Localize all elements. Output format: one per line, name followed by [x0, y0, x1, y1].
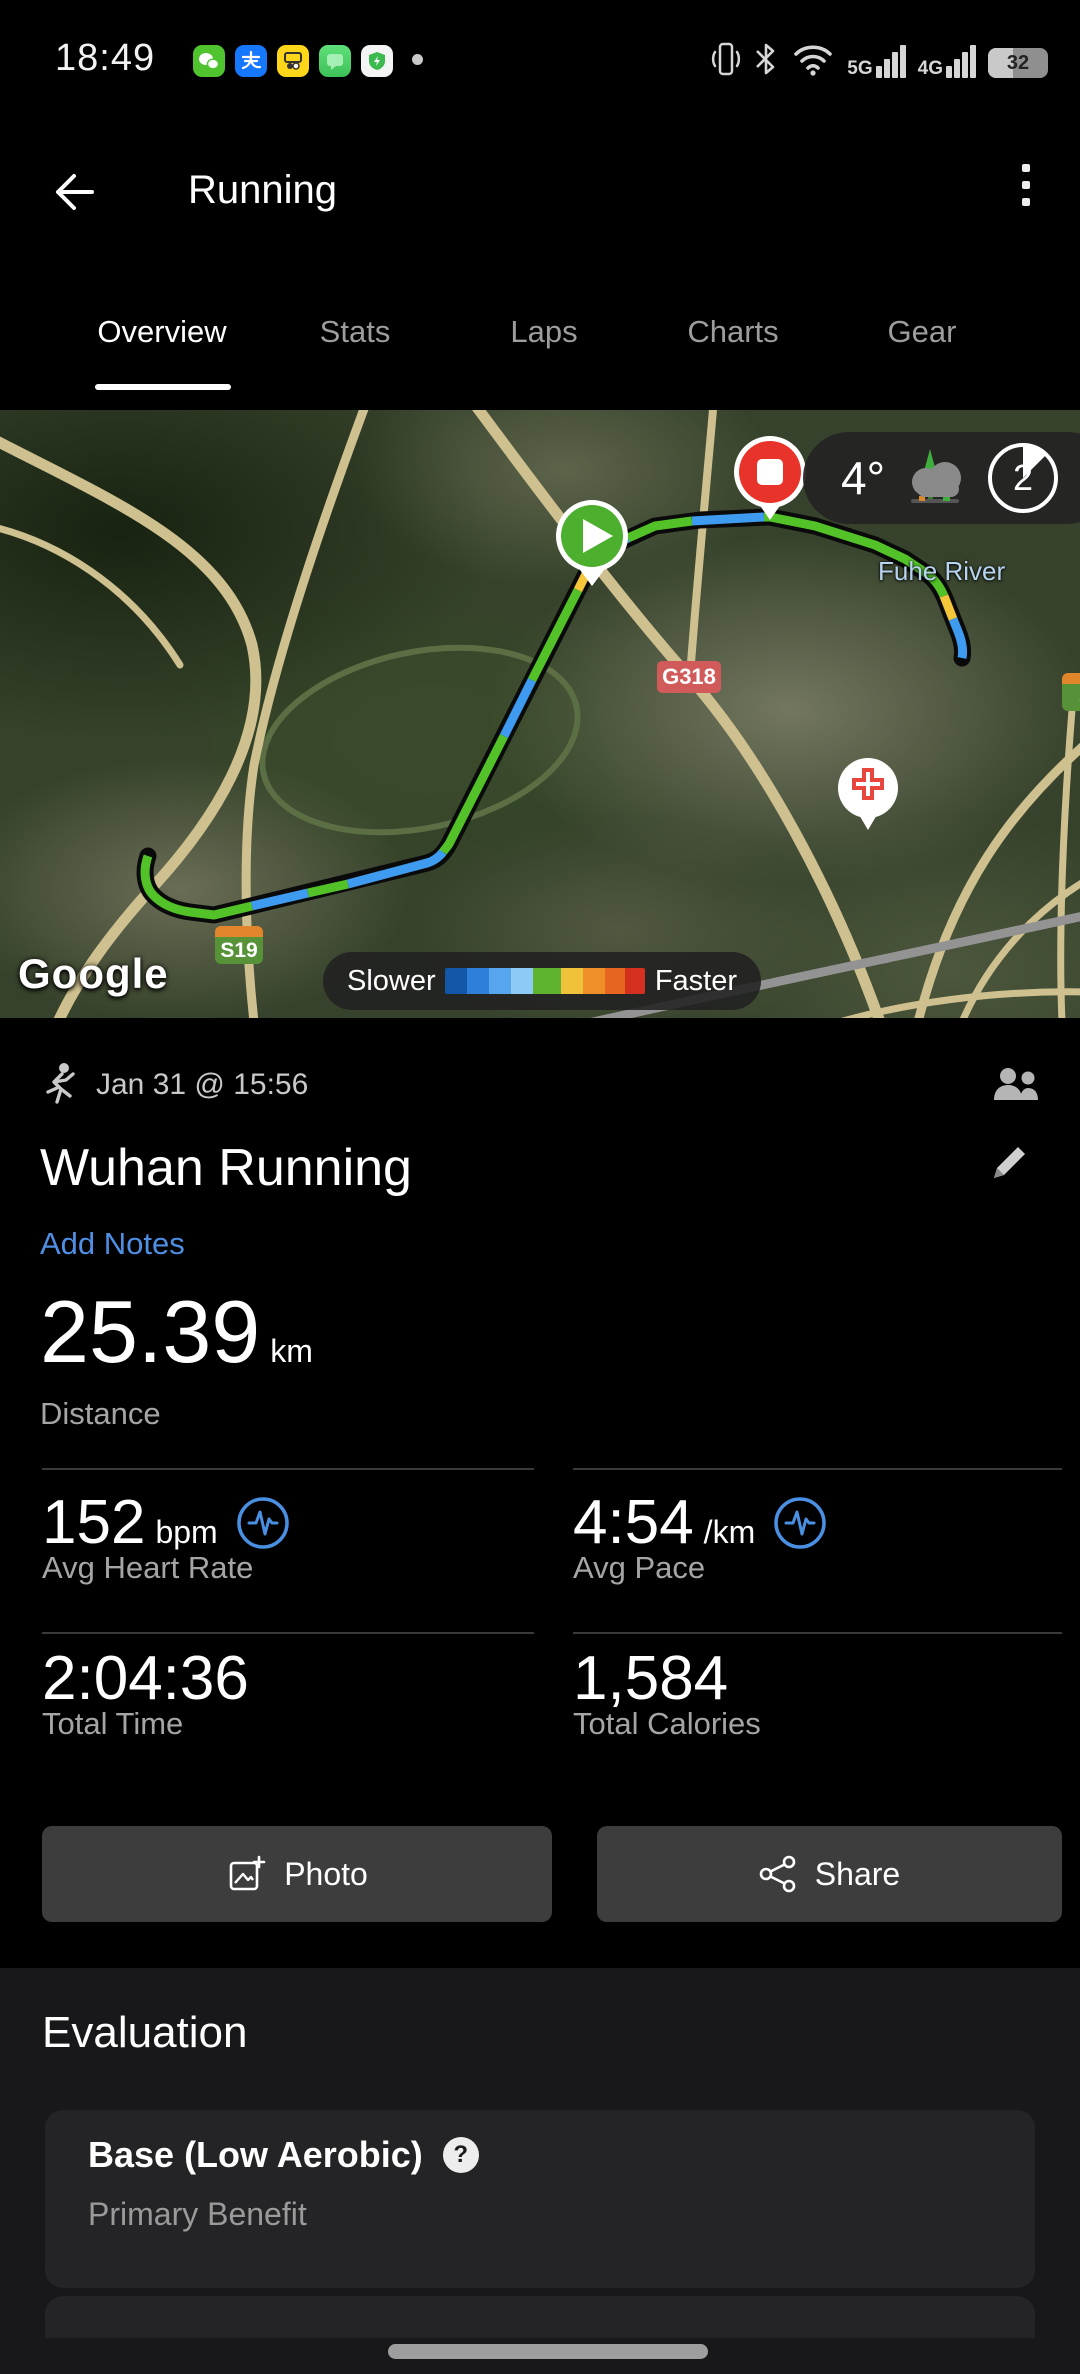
pace-legend: Slower Faster: [323, 952, 761, 1010]
notification-dot: [412, 54, 423, 65]
s19-road-badge: S19: [215, 926, 263, 964]
stop-marker-icon: [734, 436, 806, 520]
next-card-partial[interactable]: [45, 2296, 1035, 2338]
calories-value: 1,584: [573, 1644, 729, 1713]
divider: [573, 1468, 1062, 1470]
network-5g-label: 5G: [847, 58, 873, 79]
tab-gear[interactable]: Gear: [887, 314, 957, 349]
vibrate-icon: [712, 42, 741, 76]
security-app-notification-icon: [361, 45, 393, 77]
evaluation-card[interactable]: [45, 2110, 1035, 2288]
count-badge-value: 2: [1012, 457, 1033, 498]
g318-road-badge: G318: [657, 661, 721, 693]
alipay-notification-icon: [235, 45, 267, 77]
evaluation-heading: Evaluation: [42, 2008, 248, 2057]
hospital-marker-icon: [838, 758, 898, 830]
overflow-menu-button[interactable]: [1022, 164, 1030, 206]
photo-button-label: Photo: [284, 1855, 368, 1892]
route-map[interactable]: 4° 2 Fuhe River G318 S19 S Google Slow: [0, 410, 1080, 1018]
cloudy-weather-icon: [910, 449, 961, 503]
network-4g-label: 4G: [917, 58, 943, 79]
activity-datetime: Jan 31 @ 15:56: [96, 1068, 309, 1101]
tab-overview[interactable]: Overview: [97, 314, 227, 349]
river-label: Fuhe River: [878, 556, 1006, 586]
messages-notification-icon: [319, 45, 351, 77]
pace-unit: /km: [703, 1514, 756, 1550]
share-button[interactable]: Share: [597, 1826, 1062, 1922]
edit-pencil-icon[interactable]: [986, 1140, 1032, 1186]
pace-chart-icon[interactable]: [773, 1496, 827, 1550]
battery-fill: [988, 48, 1014, 78]
total-time-metric: 2:04:36: [42, 1648, 249, 1710]
total-time-value: 2:04:36: [42, 1644, 249, 1713]
wechat-notification-icon: [193, 45, 225, 77]
distance-metric: 25.39 km: [40, 1288, 313, 1376]
legend-faster-label: Faster: [654, 964, 737, 997]
status-bar: 18:49 5G 4G 32: [0, 0, 1080, 100]
distance-label: Distance: [40, 1396, 161, 1431]
activity-title: Wuhan Running: [40, 1139, 412, 1197]
battery-icon: 32: [988, 48, 1048, 78]
total-time-label: Total Time: [42, 1706, 184, 1741]
tab-stats[interactable]: Stats: [319, 314, 391, 349]
partial-road-badge: S: [1062, 673, 1080, 711]
page-title: Running: [188, 168, 338, 212]
partial-road-label: S: [1062, 684, 1080, 711]
weather-temperature: 4°: [841, 452, 885, 504]
privacy-connections-icon[interactable]: [992, 1064, 1040, 1106]
tab-charts[interactable]: Charts: [687, 314, 779, 349]
pace-metric: 4:54 /km: [573, 1492, 827, 1554]
help-icon[interactable]: ?: [442, 2137, 479, 2173]
google-attribution: Google: [18, 950, 169, 997]
laps-count-badge[interactable]: 2: [985, 440, 1061, 516]
training-effect-title: Base (Low Aerobic): [88, 2134, 423, 2175]
back-button[interactable]: [50, 170, 96, 214]
count-ring-icon: [987, 443, 1058, 513]
heart-rate-value: 152: [42, 1488, 146, 1557]
clock-time: 18:49: [55, 37, 156, 79]
battery-percent: 32: [1006, 51, 1030, 74]
distance-unit: km: [270, 1333, 313, 1369]
heart-rate-label: Avg Heart Rate: [42, 1550, 254, 1585]
heart-rate-metric: 152 bpm: [42, 1492, 290, 1554]
divider: [42, 1468, 534, 1470]
heart-rate-chart-icon[interactable]: [236, 1496, 290, 1550]
heart-rate-unit: bpm: [155, 1514, 218, 1550]
expressway-road: [590, 912, 1080, 1018]
training-effect-subtitle: Primary Benefit: [88, 2196, 307, 2232]
tab-laps[interactable]: Laps: [510, 314, 578, 349]
running-activity-icon: [46, 1063, 75, 1104]
pace-label: Avg Pace: [573, 1550, 706, 1585]
legend-slower-label: Slower: [347, 964, 436, 997]
s19-road-label: S19: [215, 937, 263, 964]
photo-button[interactable]: Photo: [42, 1826, 552, 1922]
add-photo-icon: [229, 1855, 266, 1891]
status-icons: 5G 4G 32: [711, 40, 1048, 78]
bluetooth-icon: [756, 43, 775, 75]
evaluation-card-title-row: Base (Low Aerobic) ?: [88, 2134, 479, 2176]
home-indicator-bar[interactable]: [388, 2344, 708, 2359]
start-marker-icon: [556, 500, 628, 586]
add-notes-link[interactable]: Add Notes: [40, 1226, 185, 1261]
wifi-icon: [794, 45, 833, 76]
xianyu-notification-icon: [277, 45, 309, 77]
divider: [42, 1632, 534, 1634]
racetrack-shape: [259, 644, 581, 836]
weather-widget[interactable]: 4° 2: [803, 432, 1080, 524]
share-icon: [759, 1855, 796, 1893]
calories-label: Total Calories: [573, 1706, 761, 1741]
divider: [573, 1632, 1062, 1634]
signal-5g-icon: 5G: [847, 45, 906, 79]
distance-value: 25.39: [40, 1282, 261, 1381]
pace-value: 4:54: [573, 1488, 694, 1557]
active-tab-indicator: [95, 384, 231, 390]
share-button-label: Share: [814, 1855, 901, 1892]
calories-metric: 1,584: [573, 1648, 728, 1710]
signal-4g-icon: 4G: [918, 45, 976, 78]
map-canvas: [0, 410, 1080, 1018]
pace-gradient-bar: [445, 968, 646, 994]
